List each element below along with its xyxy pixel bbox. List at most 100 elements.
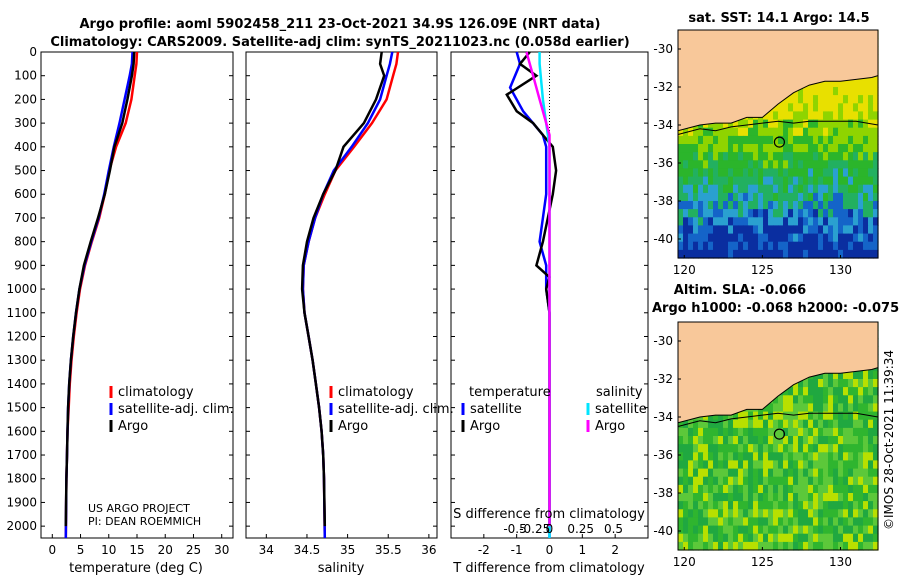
salinity-panel: 34 34.5 35 35.5 36 [245, 51, 438, 557]
ocean-cell [688, 233, 694, 243]
ocean-cell [848, 152, 854, 161]
ocean-cell [858, 460, 864, 470]
ocean-cell [723, 541, 729, 551]
ocean-cell [853, 233, 859, 243]
ocean-cell [708, 144, 714, 153]
ocean-cell [818, 78, 824, 88]
ocean-cell [833, 403, 839, 413]
ocean-cell [698, 509, 704, 518]
ocean-cell [843, 111, 849, 121]
ocean-cell [858, 160, 864, 169]
salinity-xtick-label: 34 [259, 543, 274, 557]
ocean-cell [768, 444, 774, 453]
ocean-cell [688, 144, 694, 153]
ocean-cell [858, 127, 864, 137]
ocean-cell [833, 509, 839, 518]
ocean-cell [868, 225, 874, 235]
ocean-cell [778, 160, 784, 169]
ocean-cell [778, 460, 784, 470]
ocean-cell [693, 209, 699, 218]
ocean-cell [853, 427, 859, 437]
ocean-cell [748, 452, 754, 461]
ocean-cell [863, 111, 869, 121]
ocean-cell [833, 119, 839, 129]
ocean-cell [843, 452, 849, 461]
ocean-cell [848, 119, 854, 129]
ocean-cell [813, 493, 819, 502]
ocean-cell [823, 201, 829, 210]
ocean-cell [728, 241, 734, 251]
ocean-cell [778, 436, 784, 445]
ocean-cell [813, 209, 819, 218]
ocean-cell [833, 517, 839, 527]
ocean-cell [748, 476, 754, 486]
ocean-cell [688, 476, 694, 486]
ocean-cell [823, 249, 829, 259]
ocean-cell [698, 201, 704, 210]
ocean-cell [803, 395, 809, 404]
ocean-cell [803, 493, 809, 502]
ocean-cell [718, 209, 724, 218]
ocean-cell [688, 501, 694, 510]
ocean-cell [678, 184, 684, 194]
ocean-cell [873, 87, 879, 96]
ocean-cell [778, 468, 784, 478]
ocean-cell [738, 144, 744, 153]
ocean-cell [818, 395, 824, 404]
ocean-cell [798, 184, 804, 194]
ocean-cell [768, 427, 774, 437]
ocean-cell [798, 452, 804, 461]
ocean-cell [808, 176, 814, 186]
ocean-cell [793, 176, 799, 186]
ocean-cell [823, 533, 829, 543]
ocean-cell [793, 395, 799, 404]
ocean-cell [853, 493, 859, 502]
ocean-cell [838, 233, 844, 243]
ocean-cell [808, 87, 814, 96]
ocean-cell [723, 176, 729, 186]
ocean-cell [743, 192, 749, 202]
ocean-cell [763, 517, 769, 527]
ocean-cell [823, 411, 829, 421]
ocean-cell [688, 209, 694, 218]
ocean-cell [743, 152, 749, 161]
ocean-cell [718, 517, 724, 527]
salinity-legend: climatology satellite-adj. clim. Argo [329, 385, 454, 434]
ocean-cell [813, 152, 819, 161]
ocean-cell [853, 379, 859, 388]
ocean-cell [778, 119, 784, 129]
ocean-cell [728, 152, 734, 161]
ocean-cell [738, 509, 744, 518]
ocean-cell [793, 233, 799, 243]
ocean-cell [698, 249, 704, 259]
ocean-cell [813, 103, 819, 112]
legend-climatology-label: climatology [118, 385, 194, 400]
ocean-cell [788, 192, 794, 202]
ocean-cell [803, 95, 809, 104]
ocean-cell [783, 411, 789, 421]
ocean-cell [753, 541, 759, 551]
ocean-cell [853, 168, 859, 178]
ocean-cell [858, 370, 864, 380]
ocean-cell [873, 460, 879, 470]
ocean-cell [863, 168, 869, 178]
ocean-cell [788, 541, 794, 551]
ocean-cell [808, 111, 814, 121]
ocean-cell [828, 152, 834, 161]
ocean-cell [708, 168, 714, 178]
ocean-cell [728, 460, 734, 470]
ocean-cell [848, 501, 854, 510]
diff-legend-s-satellite-label: satellite [595, 402, 647, 417]
ocean-cell [808, 436, 814, 445]
ocean-cell [778, 493, 784, 502]
ocean-cell [703, 127, 709, 137]
ocean-cell [703, 217, 709, 226]
ocean-cell [688, 460, 694, 470]
ocean-cell [778, 144, 784, 153]
lat-tick-label: -36 [653, 156, 673, 170]
ocean-cell [868, 436, 874, 445]
ocean-cell [843, 87, 849, 96]
ocean-cell [683, 452, 689, 461]
ocean-cell [868, 387, 874, 396]
